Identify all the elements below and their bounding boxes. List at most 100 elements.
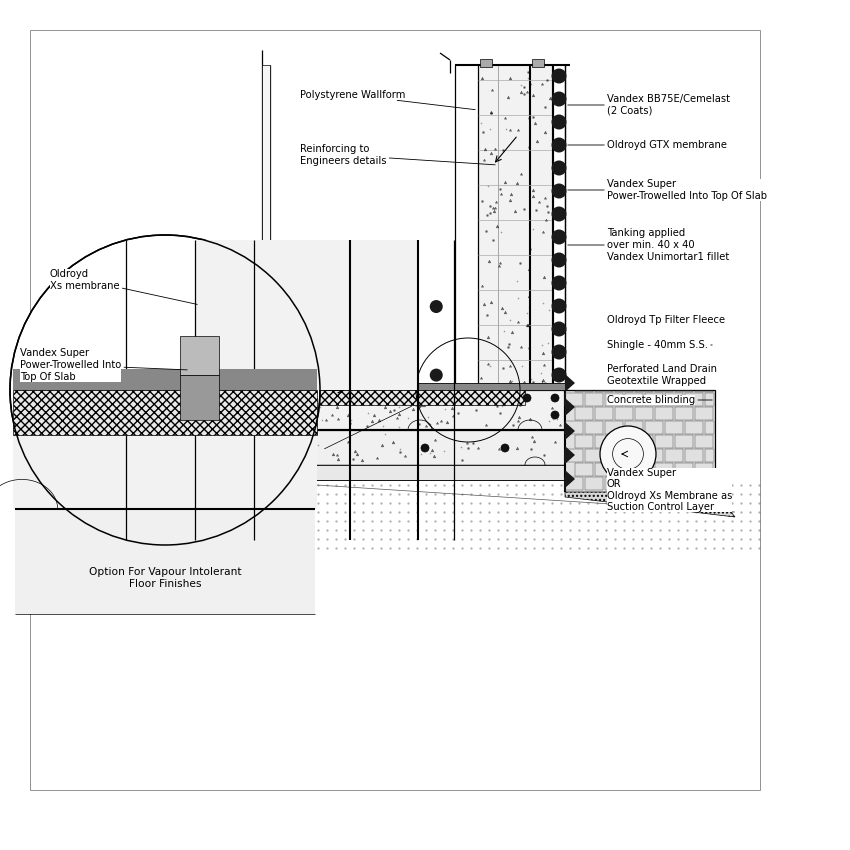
- Polygon shape: [565, 446, 575, 464]
- Circle shape: [552, 298, 566, 314]
- Text: Vandex Super
Power-Trowelled Into Top Of Slab: Vandex Super Power-Trowelled Into Top Of…: [568, 179, 767, 201]
- Bar: [615, 463, 633, 476]
- Circle shape: [552, 69, 566, 83]
- Bar: [635, 407, 653, 420]
- Circle shape: [10, 235, 320, 545]
- Bar: [675, 435, 693, 448]
- Text: Option For Vapour Intolerant
Floor Finishes: Option For Vapour Intolerant Floor Finis…: [88, 567, 241, 588]
- Circle shape: [552, 92, 566, 106]
- Bar: [665, 421, 683, 434]
- Bar: [615, 435, 633, 448]
- Circle shape: [552, 252, 566, 268]
- Bar: [695, 463, 713, 476]
- Bar: [530, 65, 553, 390]
- Bar: [575, 435, 593, 448]
- Bar: [655, 435, 673, 448]
- Bar: [635, 463, 653, 476]
- Bar: [675, 407, 693, 420]
- Bar: [13, 390, 317, 509]
- Text: Vandex Super
Power-Trowelled Into
Top Of Slab: Vandex Super Power-Trowelled Into Top Of…: [20, 348, 187, 382]
- Bar: [695, 435, 713, 448]
- Bar: [685, 477, 703, 490]
- Bar: [655, 407, 673, 420]
- Bar: [270, 390, 565, 430]
- Bar: [605, 393, 623, 406]
- Bar: [655, 463, 673, 476]
- Bar: [585, 449, 603, 462]
- Polygon shape: [565, 470, 575, 488]
- Polygon shape: [565, 374, 575, 392]
- Bar: [695, 391, 713, 392]
- Circle shape: [552, 367, 566, 382]
- Bar: [180, 375, 218, 420]
- Bar: [625, 449, 643, 462]
- Circle shape: [552, 161, 566, 175]
- Bar: [270, 465, 565, 480]
- Bar: [705, 421, 714, 434]
- Bar: [575, 407, 593, 420]
- Bar: [565, 477, 583, 490]
- Text: Concrete blinding: Concrete blinding: [607, 395, 712, 405]
- Bar: [685, 421, 703, 434]
- Circle shape: [600, 426, 656, 482]
- Bar: [695, 407, 713, 420]
- Bar: [565, 393, 583, 406]
- Circle shape: [551, 411, 559, 419]
- Bar: [595, 391, 613, 392]
- Circle shape: [523, 394, 531, 402]
- Bar: [625, 477, 643, 490]
- Bar: [615, 391, 633, 392]
- Bar: [575, 463, 593, 476]
- Bar: [655, 391, 673, 392]
- Text: Perforated Land Drain
Geotextile Wrapped: Perforated Land Drain Geotextile Wrapped: [607, 364, 717, 386]
- Circle shape: [552, 207, 566, 222]
- Circle shape: [552, 344, 566, 360]
- Bar: [685, 449, 703, 462]
- Bar: [635, 435, 653, 448]
- Bar: [565, 390, 715, 492]
- Bar: [13, 390, 317, 434]
- Text: Oldroyd GTX membrane: Oldroyd GTX membrane: [568, 140, 727, 150]
- Bar: [565, 421, 583, 434]
- Bar: [705, 393, 714, 406]
- Bar: [585, 393, 603, 406]
- Bar: [625, 421, 643, 434]
- Bar: [635, 391, 653, 392]
- Bar: [615, 407, 633, 420]
- Bar: [270, 383, 565, 390]
- Bar: [180, 337, 218, 375]
- Bar: [13, 369, 317, 390]
- Bar: [270, 430, 565, 465]
- Circle shape: [552, 138, 566, 152]
- Circle shape: [430, 300, 443, 313]
- Bar: [575, 391, 593, 392]
- Polygon shape: [565, 398, 575, 416]
- Text: Oldroyd
Xs membrane: Oldroyd Xs membrane: [50, 269, 197, 304]
- Circle shape: [552, 184, 566, 199]
- Bar: [605, 449, 623, 462]
- Bar: [665, 393, 683, 406]
- Bar: [705, 449, 714, 462]
- Bar: [478, 65, 553, 390]
- Circle shape: [552, 275, 566, 291]
- Circle shape: [551, 394, 559, 402]
- Polygon shape: [565, 492, 735, 517]
- Text: Polystyrene Wallform: Polystyrene Wallform: [300, 90, 475, 110]
- Circle shape: [552, 321, 566, 337]
- Polygon shape: [565, 422, 575, 440]
- Bar: [645, 477, 663, 490]
- Bar: [625, 393, 643, 406]
- Bar: [705, 477, 714, 490]
- Bar: [585, 421, 603, 434]
- Bar: [480, 59, 492, 67]
- Bar: [645, 421, 663, 434]
- Text: Tanking applied
over min. 40 x 40
Vandex Unimortar1 fillet: Tanking applied over min. 40 x 40 Vandex…: [568, 229, 729, 262]
- Bar: [665, 449, 683, 462]
- Bar: [685, 393, 703, 406]
- Bar: [675, 463, 693, 476]
- Bar: [595, 435, 613, 448]
- Bar: [195, 240, 418, 390]
- Text: Shingle - 40mm S.S.: Shingle - 40mm S.S.: [607, 340, 712, 350]
- Bar: [665, 477, 683, 490]
- Bar: [262, 65, 270, 390]
